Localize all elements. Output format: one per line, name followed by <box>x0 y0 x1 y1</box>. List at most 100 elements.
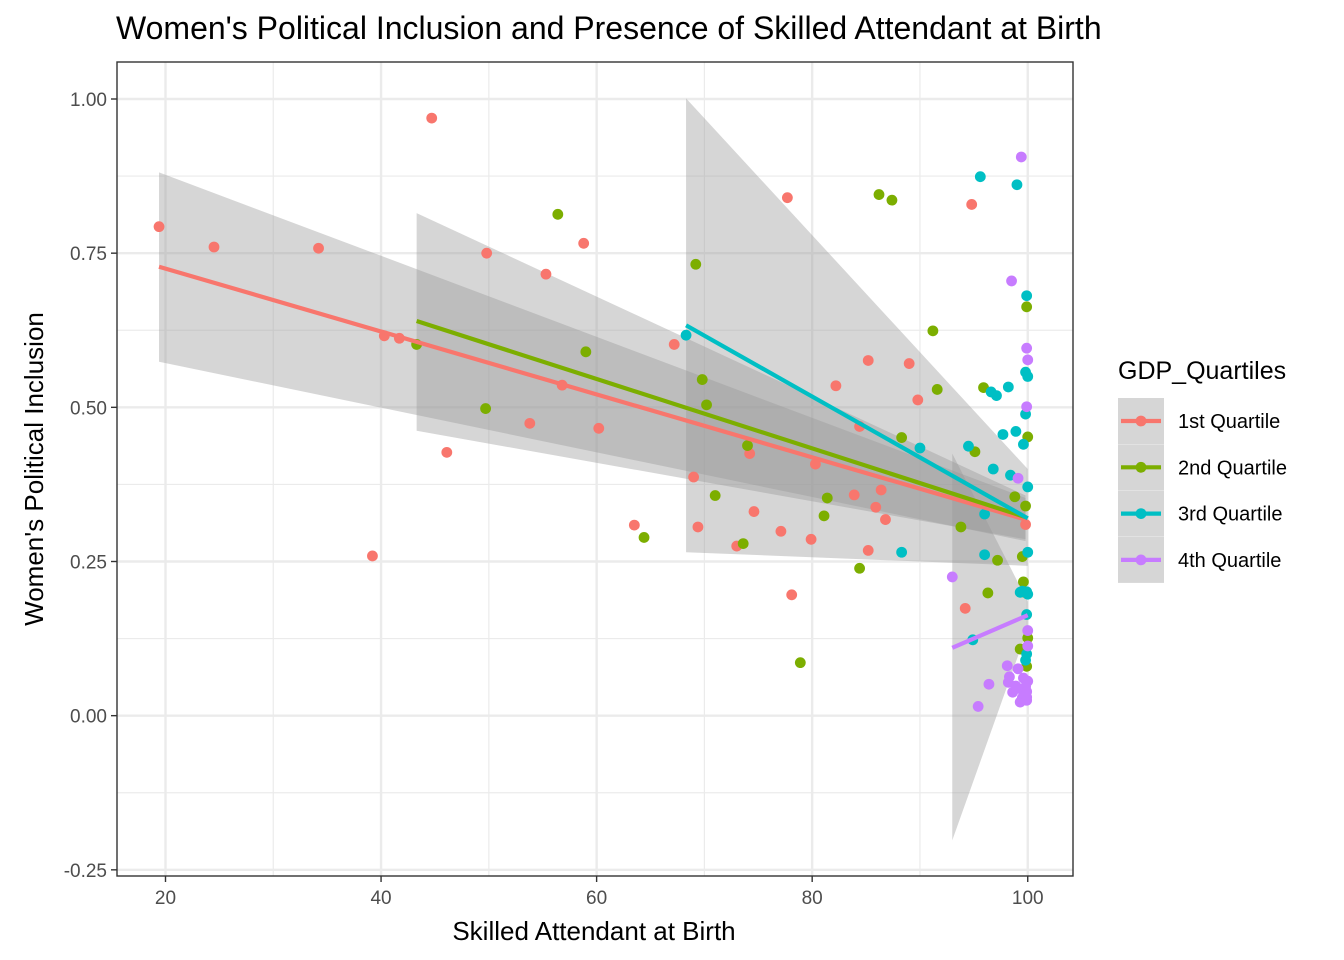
y-tick-label: 0.00 <box>70 707 107 728</box>
x-tick-label: 40 <box>370 888 391 909</box>
data-point <box>963 440 974 452</box>
data-point <box>1021 694 1033 706</box>
data-point <box>313 242 324 254</box>
y-tick-label: -0.25 <box>64 861 107 882</box>
data-point <box>830 380 842 392</box>
data-point <box>441 446 453 458</box>
data-point <box>946 571 958 583</box>
data-point <box>886 194 898 206</box>
legend-label: 4th Quartile <box>1178 550 1281 572</box>
data-point <box>701 399 712 411</box>
data-point <box>912 394 924 406</box>
data-point <box>668 339 680 350</box>
data-point <box>848 489 860 501</box>
data-point <box>818 510 830 522</box>
chart-title: Women's Political Inclusion and Presence… <box>116 10 1102 46</box>
data-point <box>880 514 891 525</box>
data-point <box>1022 371 1034 382</box>
data-point <box>426 112 438 124</box>
x-tick-label: 20 <box>155 888 176 909</box>
data-point <box>959 602 971 614</box>
data-point <box>873 189 885 200</box>
y-axis-title: Women's Political Inclusion <box>19 312 49 626</box>
data-point <box>1004 671 1015 683</box>
data-point <box>786 589 798 601</box>
legend-key-point <box>1135 461 1147 473</box>
data-point <box>781 192 793 204</box>
data-point <box>903 358 915 369</box>
data-point <box>931 384 943 395</box>
data-point <box>1015 151 1027 163</box>
data-point <box>821 492 833 504</box>
plot-panel <box>116 61 1074 877</box>
data-point <box>481 247 493 259</box>
data-point <box>896 546 908 558</box>
data-point <box>974 171 986 183</box>
regression-line <box>685 323 1029 521</box>
data-point <box>1011 179 1023 191</box>
data-point <box>524 417 536 429</box>
data-point <box>1012 663 1024 675</box>
legend: GDP_Quartiles 1st Quartile 2nd Quartile 3r… <box>1118 357 1287 583</box>
data-point <box>1020 500 1031 512</box>
y-tick-label: 0.75 <box>70 244 107 265</box>
data-point <box>1021 648 1033 660</box>
data-point <box>690 258 702 270</box>
data-point <box>979 549 991 561</box>
data-point <box>955 521 967 533</box>
data-point <box>997 429 1009 440</box>
confidence-ribbon <box>952 453 1028 841</box>
data-point <box>794 657 806 669</box>
y-tick-label: 0.50 <box>70 398 107 419</box>
confidence-ribbon <box>416 213 1026 540</box>
data-point <box>805 533 817 545</box>
x-tick-label: 60 <box>586 888 607 909</box>
regression-line <box>158 264 1027 522</box>
data-point <box>875 484 887 496</box>
data-point <box>578 237 590 249</box>
confidence-ribbon <box>686 98 1028 566</box>
legend-label: 3rd Quartile <box>1178 504 1283 526</box>
data-point <box>1022 675 1034 687</box>
data-point <box>737 538 749 550</box>
data-point <box>862 355 874 366</box>
data-point <box>748 506 760 517</box>
data-point <box>966 199 978 210</box>
data-point <box>982 587 994 599</box>
data-point <box>1020 519 1031 530</box>
legend-key-point <box>1135 415 1147 427</box>
data-point <box>1018 438 1029 450</box>
legend-title: GDP_Quartiles <box>1118 357 1286 385</box>
data-point <box>1010 425 1022 437</box>
legend-label: 1st Quartile <box>1178 411 1280 433</box>
data-point <box>680 329 692 341</box>
data-point <box>1012 472 1024 484</box>
data-point <box>153 221 165 233</box>
data-point <box>692 521 704 533</box>
data-point <box>1022 481 1034 493</box>
data-point <box>1021 301 1033 313</box>
data-point <box>927 325 939 337</box>
data-point <box>480 403 492 414</box>
data-point <box>983 678 995 690</box>
data-point <box>1022 640 1034 652</box>
data-point <box>775 525 787 537</box>
data-point <box>742 440 753 451</box>
data-point <box>696 374 708 385</box>
data-point <box>1022 546 1034 558</box>
data-point <box>638 532 650 543</box>
data-point <box>552 208 564 220</box>
data-point <box>979 508 991 520</box>
data-point <box>208 241 220 253</box>
data-point <box>1002 381 1014 393</box>
panel-background <box>117 62 1073 876</box>
data-point <box>914 442 926 454</box>
data-point <box>1021 401 1033 413</box>
data-point <box>854 562 865 574</box>
data-point <box>1022 632 1034 644</box>
data-point <box>709 490 721 501</box>
data-point <box>810 458 821 470</box>
x-axis: 20 40 60 80 100 <box>155 876 1044 909</box>
x-axis-title: Skilled Attendant at Birth <box>452 916 735 946</box>
